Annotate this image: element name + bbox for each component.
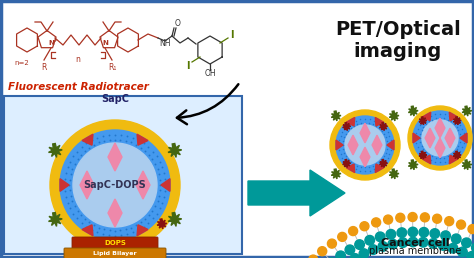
Polygon shape xyxy=(380,123,387,131)
Circle shape xyxy=(408,227,418,237)
Circle shape xyxy=(472,243,474,253)
Polygon shape xyxy=(343,123,351,131)
Circle shape xyxy=(408,213,417,222)
Polygon shape xyxy=(453,117,461,125)
Polygon shape xyxy=(48,213,62,226)
Polygon shape xyxy=(136,171,150,199)
Circle shape xyxy=(458,247,467,257)
Polygon shape xyxy=(60,179,69,191)
Circle shape xyxy=(468,224,474,233)
Text: R: R xyxy=(41,62,46,71)
Circle shape xyxy=(365,236,374,245)
Polygon shape xyxy=(422,155,431,164)
Polygon shape xyxy=(331,169,341,179)
Polygon shape xyxy=(108,143,122,171)
Polygon shape xyxy=(346,117,355,126)
Polygon shape xyxy=(168,213,182,226)
Polygon shape xyxy=(389,169,399,179)
Circle shape xyxy=(336,116,394,174)
Polygon shape xyxy=(462,106,472,116)
Circle shape xyxy=(438,241,448,250)
Polygon shape xyxy=(408,106,418,116)
Text: n=2: n=2 xyxy=(14,60,29,66)
Polygon shape xyxy=(348,135,358,155)
Polygon shape xyxy=(413,133,420,143)
Text: R₁: R₁ xyxy=(108,62,116,71)
Circle shape xyxy=(419,228,428,237)
Polygon shape xyxy=(419,117,427,125)
Circle shape xyxy=(350,254,360,258)
Text: I: I xyxy=(186,61,190,71)
Text: I: I xyxy=(230,30,234,40)
Circle shape xyxy=(408,237,418,247)
Polygon shape xyxy=(445,128,455,148)
Circle shape xyxy=(398,238,408,247)
Polygon shape xyxy=(137,225,148,236)
Circle shape xyxy=(345,245,355,255)
Circle shape xyxy=(419,237,428,247)
Text: SapC-DOPS: SapC-DOPS xyxy=(83,180,146,190)
Circle shape xyxy=(451,234,461,244)
Text: SapC: SapC xyxy=(101,94,129,104)
Polygon shape xyxy=(422,112,431,121)
Circle shape xyxy=(433,214,442,223)
Polygon shape xyxy=(453,151,461,159)
Polygon shape xyxy=(449,112,458,121)
Circle shape xyxy=(445,217,454,226)
Polygon shape xyxy=(375,117,384,126)
FancyBboxPatch shape xyxy=(64,248,166,258)
Text: plasma membrane: plasma membrane xyxy=(369,246,461,256)
Polygon shape xyxy=(425,128,435,148)
Circle shape xyxy=(309,255,318,258)
Polygon shape xyxy=(108,199,122,227)
Text: N: N xyxy=(102,40,108,46)
Polygon shape xyxy=(137,134,148,145)
Polygon shape xyxy=(82,225,93,236)
Polygon shape xyxy=(248,170,345,216)
Circle shape xyxy=(360,222,369,231)
Circle shape xyxy=(388,239,398,249)
Text: +: + xyxy=(53,37,57,43)
Polygon shape xyxy=(449,155,458,164)
Circle shape xyxy=(413,111,467,165)
Circle shape xyxy=(448,244,458,253)
Circle shape xyxy=(336,251,346,258)
Circle shape xyxy=(318,247,327,256)
Circle shape xyxy=(456,220,465,229)
Circle shape xyxy=(368,245,378,254)
Text: DOPS: DOPS xyxy=(104,240,126,246)
Polygon shape xyxy=(435,138,445,158)
Circle shape xyxy=(345,125,385,165)
Polygon shape xyxy=(380,159,387,167)
Circle shape xyxy=(338,232,347,241)
Polygon shape xyxy=(460,133,467,143)
Text: Lipid Bilayer: Lipid Bilayer xyxy=(93,252,137,256)
Circle shape xyxy=(396,213,405,222)
Polygon shape xyxy=(168,143,182,157)
Text: Fluorescent Radiotracer: Fluorescent Radiotracer xyxy=(8,82,149,92)
Circle shape xyxy=(328,239,337,248)
Polygon shape xyxy=(360,147,370,167)
Polygon shape xyxy=(462,160,472,170)
Circle shape xyxy=(397,228,407,237)
Polygon shape xyxy=(161,179,170,191)
Circle shape xyxy=(383,215,392,224)
Circle shape xyxy=(428,239,438,248)
FancyArrowPatch shape xyxy=(177,84,238,124)
Text: N: N xyxy=(48,40,54,46)
Circle shape xyxy=(375,232,385,242)
Polygon shape xyxy=(346,164,355,173)
Circle shape xyxy=(430,229,439,238)
Polygon shape xyxy=(435,118,445,138)
Text: OH: OH xyxy=(204,69,216,78)
Circle shape xyxy=(386,229,396,239)
Polygon shape xyxy=(387,140,394,150)
Circle shape xyxy=(359,249,369,258)
FancyBboxPatch shape xyxy=(4,96,242,254)
FancyBboxPatch shape xyxy=(72,237,158,251)
Polygon shape xyxy=(372,135,382,155)
Polygon shape xyxy=(375,164,384,173)
Polygon shape xyxy=(331,111,341,121)
Text: O: O xyxy=(175,20,181,28)
